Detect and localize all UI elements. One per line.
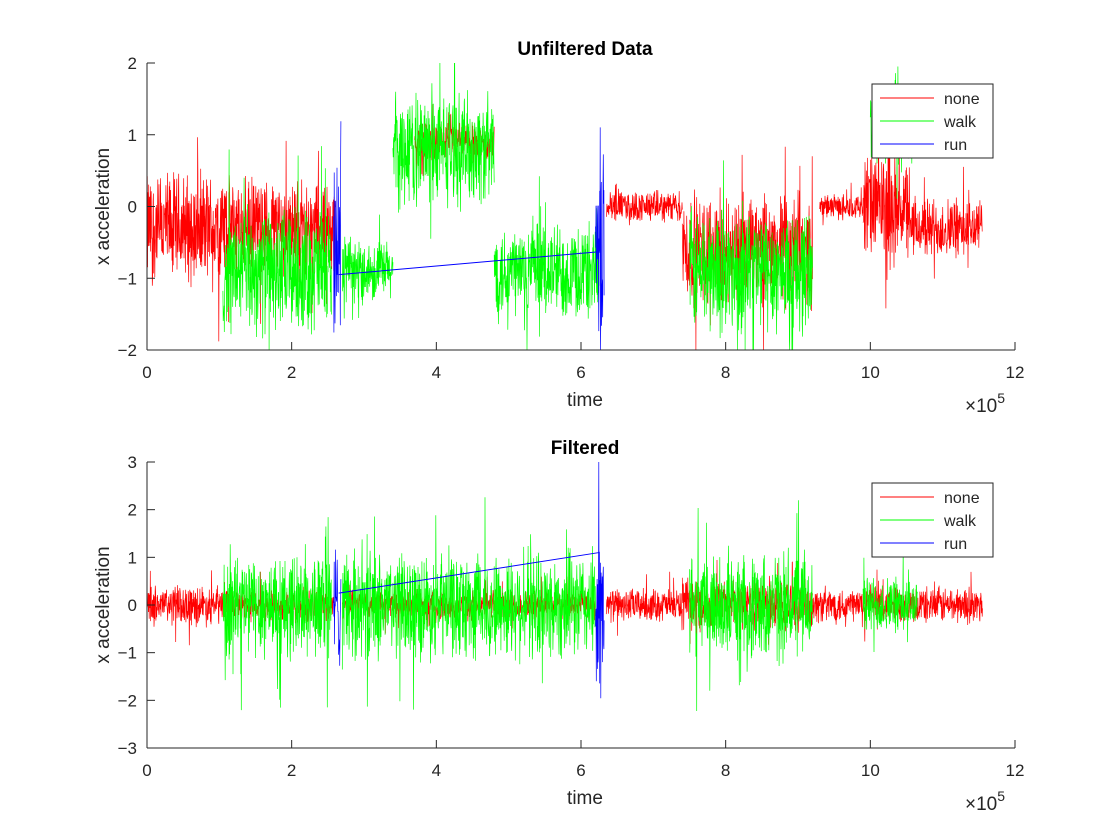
- legend-label-none: none: [944, 91, 980, 108]
- x-tick-label: 2: [287, 363, 296, 382]
- legend-label-walk: walk: [943, 513, 977, 530]
- y-axis-label: x acceleration: [93, 546, 114, 663]
- x-tick-label: 4: [432, 761, 441, 780]
- walk-segment: [493, 176, 600, 350]
- x-axis-label: time: [567, 788, 603, 809]
- x-tick-label: 8: [721, 363, 730, 382]
- x-tick-label: 2: [287, 761, 296, 780]
- none-segment: [906, 166, 983, 279]
- y-tick-label: −1: [118, 644, 137, 663]
- x-tick-label: 12: [1006, 363, 1025, 382]
- y-tick-label: −1: [118, 269, 137, 288]
- walk-segment: [689, 160, 813, 350]
- y-axis-label: x acceleration: [93, 148, 114, 265]
- run-segment: [595, 462, 605, 699]
- walk-segment: [222, 146, 332, 350]
- x-tick-label: 0: [142, 363, 151, 382]
- x-tick-label: 10: [861, 761, 880, 780]
- y-tick-label: 1: [128, 548, 137, 567]
- x-tick-label: 12: [1006, 761, 1025, 780]
- legend-label-run: run: [944, 137, 967, 154]
- y-tick-label: −2: [118, 691, 137, 710]
- series-run: [333, 462, 605, 699]
- x-tick-label: 6: [576, 363, 585, 382]
- walk-segment: [392, 63, 495, 239]
- plot-lines: [147, 462, 983, 712]
- legend: none walk run: [871, 482, 994, 558]
- y-tick-label: 2: [128, 54, 137, 73]
- x-exponent-label: ×105: [965, 390, 1005, 417]
- x-tick-label: 8: [721, 761, 730, 780]
- y-tick-label: 0: [128, 198, 137, 217]
- none-segment: [147, 570, 227, 646]
- legend-label-run: run: [944, 536, 967, 553]
- walk-segment: [689, 500, 813, 712]
- none-segment: [605, 571, 683, 636]
- run-connector: [338, 552, 600, 594]
- x-exponent-label: ×105: [965, 788, 1005, 815]
- x-axis-label: time: [567, 390, 603, 411]
- chart-title: Filtered: [551, 438, 620, 459]
- run-connector: [338, 251, 600, 276]
- legend: none walk run: [871, 83, 994, 159]
- y-tick-label: −3: [118, 739, 137, 758]
- run-segment: [595, 127, 605, 350]
- none-segment: [147, 137, 227, 342]
- series-run: [333, 121, 605, 350]
- chart-title: Unfiltered Data: [517, 39, 653, 60]
- y-tick-label: −2: [118, 341, 137, 360]
- walk-segment: [341, 214, 394, 320]
- y-tick-label: 2: [128, 501, 137, 520]
- y-tick-label: 1: [128, 126, 137, 145]
- run-segment: [333, 121, 342, 333]
- legend-label-walk: walk: [943, 114, 977, 131]
- x-tick-label: 0: [142, 761, 151, 780]
- none-segment: [605, 183, 683, 226]
- none-segment: [819, 182, 864, 226]
- y-tick-label: 3: [128, 453, 137, 472]
- run-segment: [333, 549, 342, 666]
- x-tick-label: 6: [576, 761, 585, 780]
- walk-segment: [862, 548, 918, 653]
- legend-label-none: none: [944, 490, 980, 507]
- walk-segment: [222, 517, 332, 711]
- x-tick-label: 10: [861, 363, 880, 382]
- y-tick-label: 0: [128, 596, 137, 615]
- x-tick-label: 4: [432, 363, 441, 382]
